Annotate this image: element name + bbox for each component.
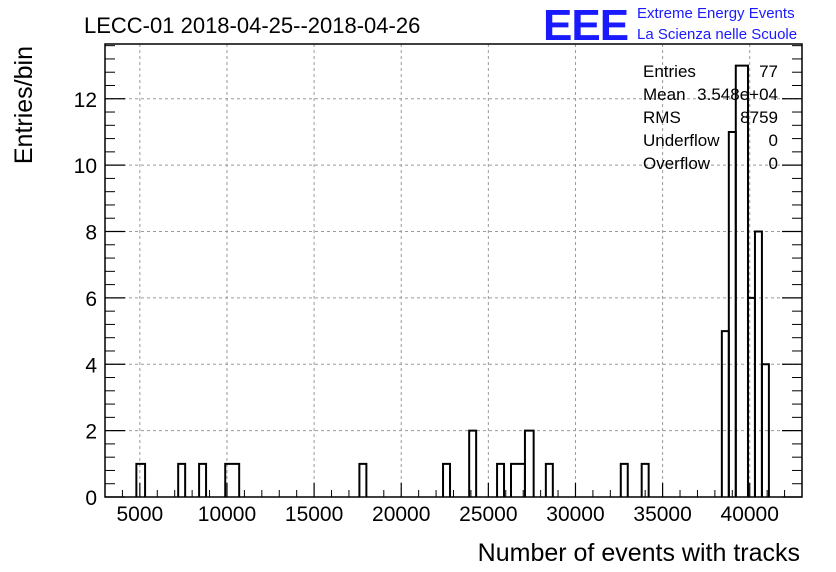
plot-frame — [104, 43, 803, 498]
histogram-bin — [727, 130, 737, 497]
histogram-bin — [720, 330, 730, 497]
y-tick-label: 0 — [85, 487, 97, 510]
histogram-bin — [496, 462, 506, 497]
chart-title: LECC-01 2018-04-25--2018-04-26 — [84, 13, 420, 38]
stats-label: Overflow — [643, 154, 711, 173]
y-tick-label: 4 — [85, 354, 97, 377]
histogram-bars — [135, 64, 770, 497]
histogram-bin — [177, 462, 187, 497]
histogram-bin — [544, 462, 554, 497]
x-tick-labels: 5000 10000 15000 20000 25000 30000 35000 40000 — [116, 503, 778, 526]
stats-label: Mean — [643, 85, 686, 104]
x-tick-label: 40000 — [721, 503, 779, 526]
x-tick-label: 5000 — [116, 503, 163, 526]
x-tick-label: 10000 — [198, 503, 256, 526]
logo-line-1: Extreme Energy Events — [637, 5, 795, 22]
histogram-bin — [198, 462, 208, 497]
histogram-bin — [442, 462, 452, 497]
x-tick-label: 15000 — [285, 503, 343, 526]
histogram-bin — [746, 296, 756, 497]
y-tick-label: 12 — [74, 89, 97, 112]
histogram-bin — [358, 462, 368, 497]
stats-value: 0 — [769, 154, 778, 173]
x-tick-label: 30000 — [546, 503, 604, 526]
histogram-bin — [734, 64, 749, 497]
stats-label: Underflow — [643, 131, 720, 150]
stats-value: 77 — [759, 62, 778, 81]
logo: EEE Extreme Energy Events La Scienza nel… — [543, 1, 797, 50]
x-axis-label: Number of events with tracks — [478, 539, 800, 567]
stats-value: 0 — [769, 131, 778, 150]
logo-mark: EEE — [543, 1, 628, 50]
y-tick-label: 8 — [85, 222, 97, 245]
histogram-bin — [640, 462, 650, 497]
x-tick-label: 25000 — [459, 503, 517, 526]
y-axis-label: Entries/bin — [10, 46, 38, 164]
histogram-bin — [523, 429, 535, 497]
x-tick-label: 35000 — [633, 503, 691, 526]
histogram-bin — [619, 462, 629, 497]
y-tick-labels: 0 2 4 6 8 10 12 — [74, 89, 98, 510]
axis-ticks — [104, 45, 803, 498]
stats-label: RMS — [643, 108, 681, 127]
logo-line-2: La Scienza nelle Scuole — [637, 26, 797, 43]
y-tick-label: 10 — [74, 155, 97, 178]
y-tick-label: 2 — [85, 421, 97, 444]
y-tick-label: 6 — [85, 288, 97, 311]
stats-value: 3.548e+04 — [697, 85, 778, 104]
stats-box: Entries 77 Mean 3.548e+04 RMS 8759 Underflow 0 O… — [643, 62, 778, 173]
stats-label: Entries — [643, 62, 696, 81]
stats-value: 8759 — [740, 108, 778, 127]
histogram-bin — [760, 363, 770, 497]
histogram-bin — [224, 462, 241, 497]
grid — [105, 44, 802, 497]
histogram-bin — [135, 462, 147, 497]
x-tick-label: 20000 — [372, 503, 430, 526]
histogram-bin — [468, 429, 478, 497]
